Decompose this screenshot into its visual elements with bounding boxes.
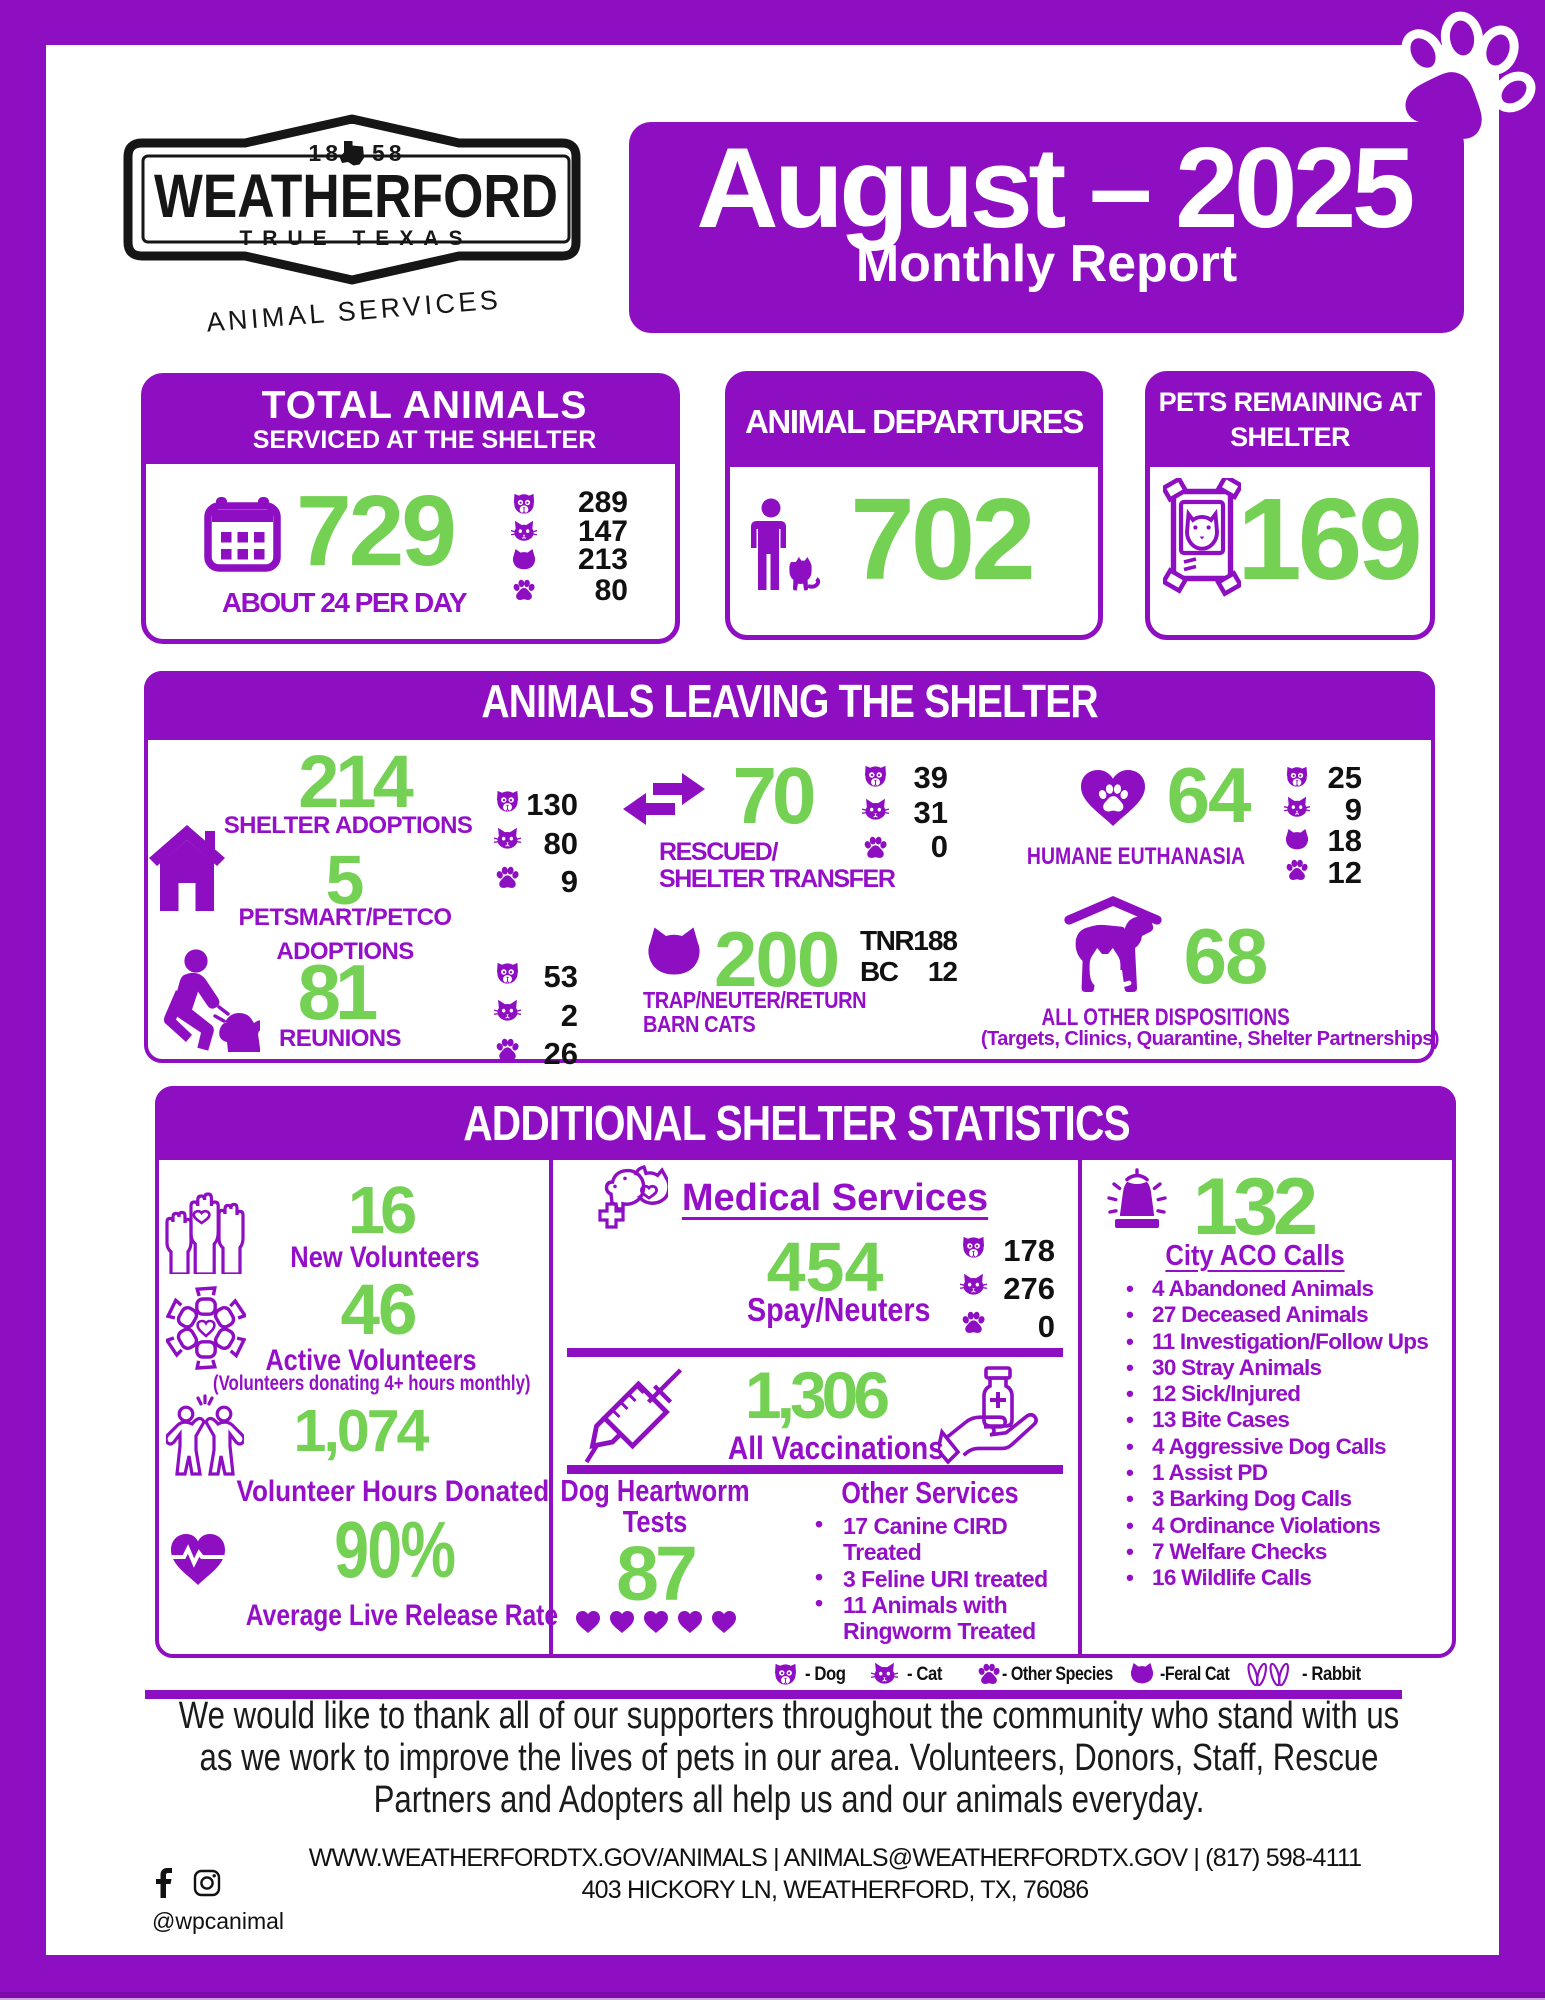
svg-text:58: 58 [372, 140, 406, 166]
svg-text:TRUE TEXAS: TRUE TEXAS [239, 227, 472, 250]
svg-text:18: 18 [308, 140, 342, 166]
svg-text:ANIMAL SERVICES: ANIMAL SERVICES [205, 284, 502, 335]
svg-text:WEATHERFORD: WEATHERFORD [154, 162, 558, 230]
